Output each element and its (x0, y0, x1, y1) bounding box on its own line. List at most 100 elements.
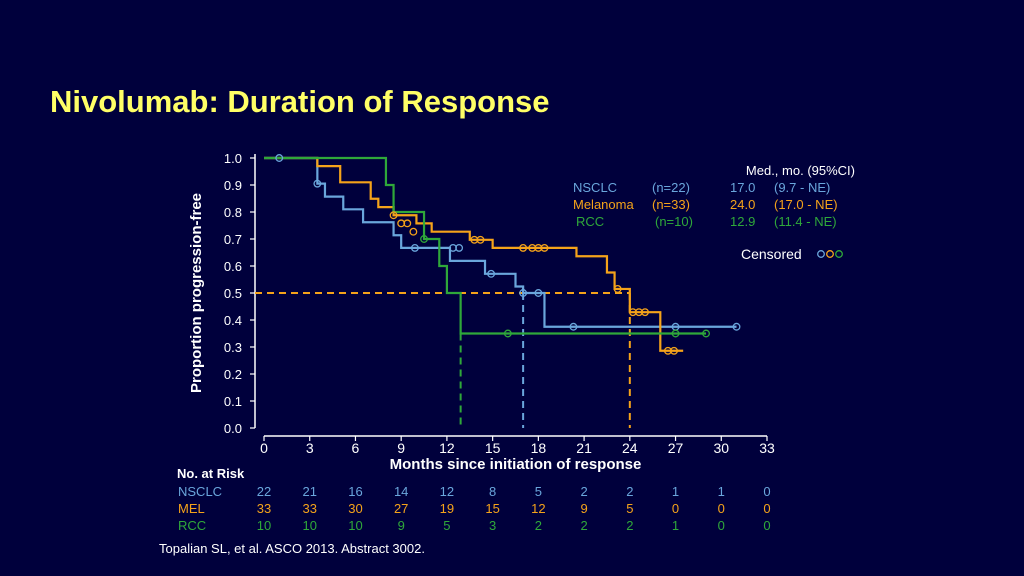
x-tick-label: 24 (622, 440, 638, 456)
risk-cell: 12 (440, 484, 454, 499)
risk-cell: 1 (672, 518, 679, 533)
y-tick-label: 0.9 (224, 178, 242, 193)
risk-cell: 5 (626, 501, 633, 516)
y-tick-label: 0.2 (224, 367, 242, 382)
risk-cell: 33 (257, 501, 271, 516)
censor-point-nsclc (455, 243, 464, 252)
y-tick-label: 1.0 (224, 151, 242, 166)
x-tick-label: 33 (759, 440, 775, 456)
x-tick-label: 27 (668, 440, 684, 456)
y-tick-label: 0.6 (224, 259, 242, 274)
legend-median: 12.9 (730, 214, 755, 229)
risk-cell: 0 (763, 484, 770, 499)
risk-cell: 2 (535, 518, 542, 533)
censor-point-nsclc (519, 289, 528, 297)
x-tick-label: 21 (576, 440, 592, 456)
risk-cell: 21 (302, 484, 316, 499)
legend-median: 24.0 (730, 197, 755, 212)
chart-legend: Med., mo. (95%CI) NSCLC (n=22) 17.0 (9.7 - N… (573, 163, 855, 262)
risk-cell: 1 (718, 484, 725, 499)
risk-cell: 27 (394, 501, 408, 516)
risk-cell: 33 (302, 501, 316, 516)
censor-point-mel (403, 219, 412, 228)
risk-cell: 0 (672, 501, 679, 516)
risk-cell: 12 (531, 501, 545, 516)
x-tick-label: 0 (260, 440, 268, 456)
censor-point-rcc (671, 329, 680, 338)
chart-axes: 0.0 0.1 0.2 0.3 0.4 0.5 0.6 0.7 0.8 0.9 1.0 0 3 6 9 12 1… (188, 151, 775, 473)
y-tick-label: 0.4 (224, 313, 242, 328)
series-line-rcc (264, 156, 707, 335)
x-tick-label: 30 (713, 440, 729, 456)
legend-ci: (17.0 - NE) (774, 197, 838, 212)
censor-point-nsclc (410, 243, 419, 252)
risk-row-label: MEL (178, 501, 205, 516)
censor-point-rcc (702, 329, 710, 338)
km-curves (264, 156, 737, 352)
legend-name: Melanoma (573, 197, 634, 212)
legend-ci: (9.7 - NE) (774, 180, 830, 195)
x-tick-label: 9 (397, 440, 405, 456)
legend-n: (n=33) (652, 197, 690, 212)
x-tick-label: 3 (306, 440, 314, 456)
censor-point-mel (641, 308, 650, 317)
x-axis-label: Months since initiation of response (390, 456, 642, 473)
y-tick-label: 0.3 (224, 340, 242, 355)
legend-median: 17.0 (730, 180, 755, 195)
legend-header: Med., mo. (95%CI) (746, 163, 855, 178)
legend-n: (n=22) (652, 180, 690, 195)
y-tick-label: 0.8 (224, 205, 242, 220)
censor-point-nsclc (487, 269, 496, 278)
risk-cell: 0 (718, 501, 725, 516)
x-tick-label: 15 (485, 440, 501, 456)
censor-point-mel (540, 243, 549, 252)
risk-cell: 15 (485, 501, 499, 516)
censor-point-nsclc (569, 322, 578, 331)
risk-cell: 10 (302, 518, 316, 533)
censor-point-mel (409, 227, 418, 236)
reference-citation: Topalian SL, et al. ASCO 2013. Abstract … (159, 541, 425, 556)
censor-point-nsclc (313, 179, 322, 188)
risk-row-label: RCC (178, 518, 206, 533)
legend-censored-label: Censored (741, 246, 802, 262)
censor-point-mel (613, 285, 622, 293)
legend-censor-icon (835, 250, 843, 258)
median-lines (255, 292, 631, 428)
legend-n: (n=10) (655, 214, 693, 229)
risk-row-label: NSCLC (178, 484, 222, 499)
censor-marks (275, 154, 741, 355)
x-tick-label: 6 (352, 440, 360, 456)
x-tick-label: 12 (439, 440, 455, 456)
series-line-nsclc (264, 156, 737, 328)
y-tick-label: 0.5 (224, 286, 242, 301)
censor-point-mel (519, 243, 528, 252)
risk-cell: 5 (535, 484, 542, 499)
risk-cell: 1 (672, 484, 679, 499)
risk-cell: 8 (489, 484, 496, 499)
legend-name: RCC (576, 214, 604, 229)
censor-point-rcc (420, 235, 428, 243)
slide-title: Nivolumab: Duration of Response (50, 84, 550, 119)
risk-cell: 2 (626, 484, 633, 499)
risk-cell: 30 (348, 501, 362, 516)
risk-cell: 2 (626, 518, 633, 533)
risk-table-header: No. at Risk (177, 466, 245, 481)
y-axis-label: Proportion progression-free (188, 193, 205, 393)
legend-ci: (11.4 - NE) (774, 214, 837, 229)
risk-cell: 0 (718, 518, 725, 533)
censor-point-nsclc (275, 154, 284, 162)
risk-cell: 9 (580, 501, 587, 516)
series-line-mel (264, 156, 684, 352)
censor-point-mel (476, 235, 485, 244)
legend-censor-icon (817, 250, 825, 258)
legend-name: NSCLC (573, 180, 617, 195)
risk-cell: 0 (763, 518, 770, 533)
censor-point-rcc (503, 329, 512, 338)
y-tick-label: 0.7 (224, 232, 242, 247)
legend-censor-icon (826, 250, 834, 258)
censor-point-mel (670, 346, 678, 355)
censor-point-nsclc (534, 289, 543, 297)
risk-cell: 10 (257, 518, 271, 533)
risk-cell: 10 (348, 518, 362, 533)
